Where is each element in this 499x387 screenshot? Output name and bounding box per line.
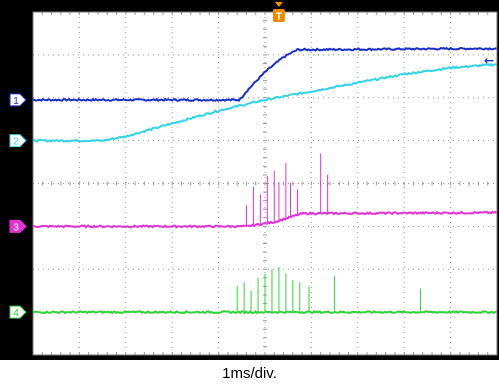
channel-4-marker: 4 [9, 305, 27, 319]
channel-1-label: 1 [13, 96, 19, 107]
trigger-marker-icon [272, 9, 285, 22]
channel-1-marker: 1 [9, 93, 27, 107]
trace-ch1 [32, 46, 497, 102]
channel-4-label: 4 [13, 308, 19, 319]
oscilloscope-screen: 1 2 3 4 T ← [9, 2, 498, 356]
channel-2-marker: 2 [9, 134, 27, 148]
channel-3-marker: 3 [9, 219, 27, 233]
trigger-arrow-icon [274, 2, 283, 7]
trace-ch3 [32, 210, 498, 229]
timebase-label: 1ms/div. [222, 365, 277, 382]
trace-ch2 [32, 63, 497, 143]
plot-border [32, 11, 498, 356]
channel-2-label: 2 [13, 137, 19, 148]
left-arrow-icon: ← [484, 53, 494, 67]
oscilloscope-frame: 1 2 3 4 T ← [0, 0, 499, 360]
trigger-marker-label: T [276, 12, 282, 23]
channel-3-label: 3 [13, 222, 19, 233]
